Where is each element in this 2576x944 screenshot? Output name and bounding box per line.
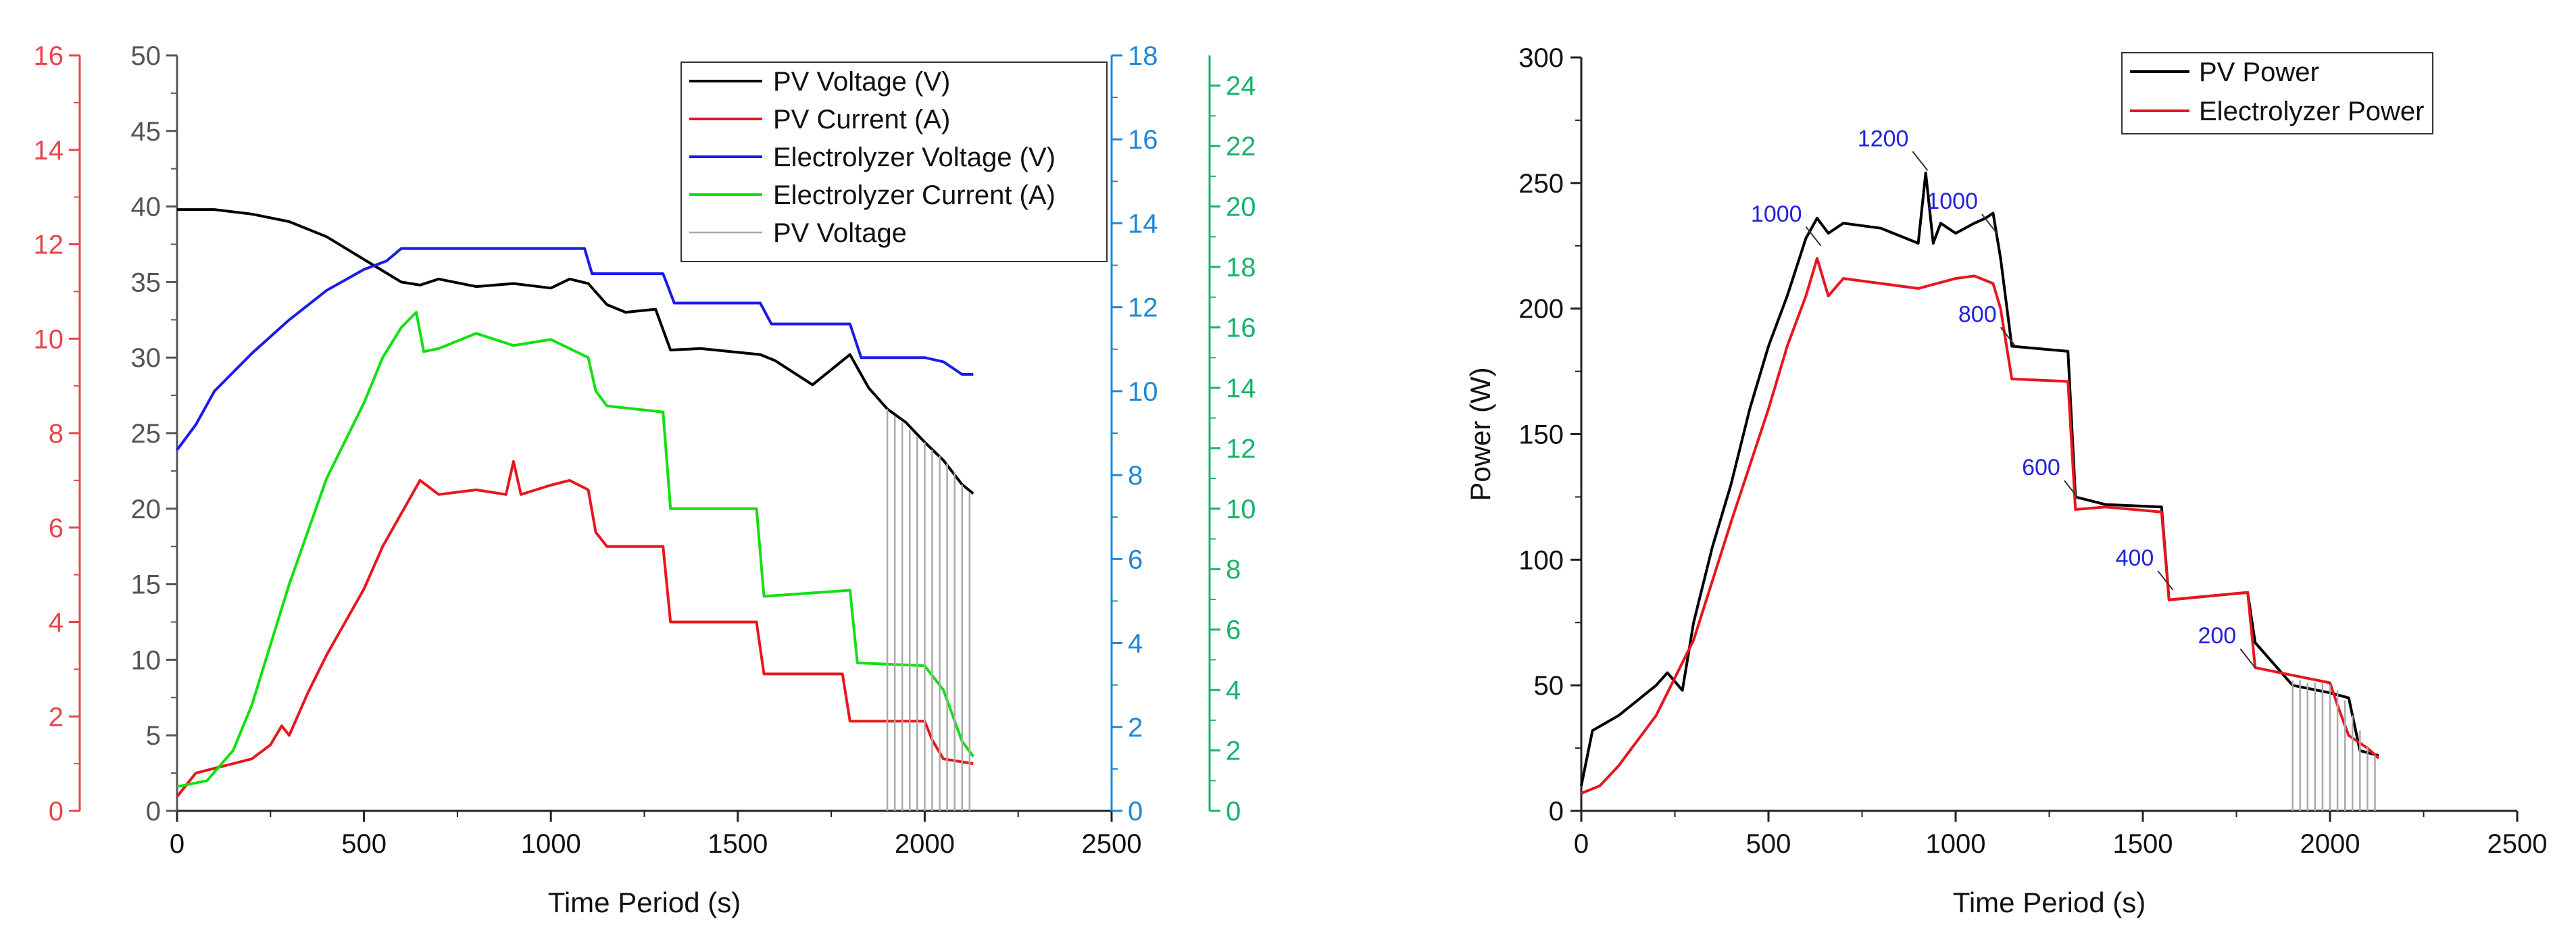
right-series-1 <box>1581 257 2380 795</box>
electrolyzer_voltage_axis-tick-label-6: 12 <box>1128 293 1158 323</box>
electrolyzer_voltage_axis-tick-label-4: 8 <box>1128 461 1143 491</box>
pv_current_axis-tick-label-2: 4 <box>49 608 64 638</box>
left-x-tick-label-1: 500 <box>341 829 387 859</box>
electrolyzer_voltage_axis-tick-label-3: 6 <box>1128 545 1143 574</box>
right-annotation-pointer-1 <box>1912 151 1929 171</box>
pv_current_axis-tick-label-0: 0 <box>49 797 64 826</box>
right-x-tick-label-3: 1500 <box>2113 829 2173 859</box>
pv_current_axis-tick-label-5: 10 <box>34 324 64 354</box>
pv_current_axis-tick-label-7: 14 <box>34 136 64 166</box>
right-series-0 <box>1580 172 2379 787</box>
right-annotation-3: 800 <box>1958 301 1997 327</box>
electrolyzer_voltage_axis-tick-label-8: 16 <box>1128 125 1158 155</box>
electrolyzer_voltage_axis-tick-label-7: 14 <box>1128 209 1158 239</box>
left-series-3 <box>176 311 974 789</box>
electrolyzer_current_axis-tick-label-6: 12 <box>1226 434 1256 464</box>
electrolyzer_voltage_axis-tick-label-2: 4 <box>1128 629 1143 659</box>
right-y-axis-label: Power (W) <box>1464 367 1496 501</box>
left-series-2 <box>176 247 974 451</box>
pv_current_axis-tick-label-1: 2 <box>49 702 64 732</box>
left-x-tick-label-0: 0 <box>170 829 184 859</box>
electrolyzer_current_axis-tick-label-7: 14 <box>1226 374 1256 403</box>
left-x-tick-label-2: 1000 <box>521 829 581 859</box>
left-x-tick-label-4: 2000 <box>895 829 955 859</box>
left-legend-label-1: PV Current (A) <box>773 105 950 134</box>
electrolyzer_current_axis-tick-label-0: 0 <box>1226 797 1241 826</box>
pv_voltage_axis-tick-label-3: 15 <box>131 570 162 600</box>
left-legend-label-2: Electrolyzer Voltage (V) <box>773 143 1056 172</box>
right-x-axis-label: Time Period (s) <box>1953 887 2146 918</box>
right-annotation-2: 1000 <box>1927 189 1978 214</box>
right-series-hatch <box>2292 680 2376 811</box>
electrolyzer_voltage_axis-tick-label-1: 2 <box>1128 713 1143 743</box>
left-legend-box <box>680 61 1108 262</box>
left-x-tick-label-3: 1500 <box>708 829 768 859</box>
right-x-tick-label-0: 0 <box>1574 829 1589 859</box>
pv_current_axis-tick-label-8: 16 <box>34 41 64 71</box>
pv_voltage_axis-tick-label-6: 30 <box>131 343 162 373</box>
electrolyzer_current_axis-tick-label-9: 18 <box>1226 253 1256 282</box>
electrolyzer_current_axis-tick-label-8: 16 <box>1226 313 1256 343</box>
left-legend-label-0: PV Voltage (V) <box>773 67 950 97</box>
right-y-tick-label-1: 50 <box>1534 671 1564 701</box>
right-annotation-6: 200 <box>2198 623 2236 649</box>
electrolyzer_current_axis-tick-label-12: 24 <box>1226 72 1256 101</box>
pv_voltage_axis-tick-label-9: 45 <box>131 117 162 147</box>
left-legend-label-3: Electrolyzer Current (A) <box>773 180 1056 210</box>
pv_voltage_axis-tick-label-2: 10 <box>131 645 162 675</box>
right-x-tick-label-4: 2000 <box>2300 829 2360 859</box>
right-annotation-5: 400 <box>2116 545 2154 571</box>
right-annotation-pointer-2 <box>1981 214 1998 234</box>
electrolyzer_voltage_axis-tick-label-5: 10 <box>1128 377 1158 407</box>
right-y-tick-label-4: 200 <box>1518 295 1564 324</box>
right-x-tick-label-5: 2500 <box>2487 829 2548 859</box>
pv_voltage_axis-tick-label-0: 0 <box>146 797 161 826</box>
right-annotation-pointer-6 <box>2239 648 2256 668</box>
right-legend-box <box>2121 52 2433 134</box>
right-y-tick-label-6: 300 <box>1518 43 1564 73</box>
left-series-0 <box>177 208 974 495</box>
right-annotation-pointer-4 <box>2064 480 2080 500</box>
right-annotation-pointer-0 <box>1805 226 1822 247</box>
right-y-tick-label-0: 0 <box>1549 797 1564 826</box>
left-series-1 <box>176 459 974 798</box>
right-legend-label-0: PV Power <box>2199 57 2319 87</box>
right-x-tick-label-1: 500 <box>1746 829 1791 859</box>
pv_voltage_axis-tick-label-1: 5 <box>146 721 161 751</box>
right-legend-label-1: Electrolyzer Power <box>2199 97 2424 126</box>
right-x-tick-label-2: 1000 <box>1926 829 1986 859</box>
left-x-axis-label: Time Period (s) <box>548 887 741 918</box>
right-annotation-1: 1200 <box>1858 126 1909 151</box>
electrolyzer_current_axis-tick-label-11: 22 <box>1226 132 1256 162</box>
electrolyzer_current_axis-tick-label-10: 20 <box>1226 193 1256 222</box>
electrolyzer_current_axis-tick-label-1: 2 <box>1226 737 1241 766</box>
right-y-tick-label-2: 100 <box>1518 545 1564 575</box>
electrolyzer_voltage_axis-tick-label-9: 18 <box>1128 41 1158 71</box>
left-x-tick-label-5: 2500 <box>1082 829 1142 859</box>
right-annotation-pointer-3 <box>2000 326 2016 347</box>
right-y-tick-label-5: 250 <box>1518 169 1564 199</box>
left-legend-label-4: PV Voltage <box>773 218 907 248</box>
right-annotation-4: 600 <box>2022 455 2060 480</box>
pv_voltage_axis-tick-label-7: 35 <box>131 268 162 297</box>
electrolyzer_current_axis-tick-label-3: 6 <box>1226 616 1241 645</box>
pv_voltage_axis-tick-label-8: 40 <box>131 193 162 222</box>
pv_current_axis-tick-label-3: 6 <box>49 514 64 543</box>
left-series-hatch <box>886 409 971 811</box>
right-y-tick-label-3: 150 <box>1518 420 1564 450</box>
right-annotation-0: 1000 <box>1751 201 1802 227</box>
electrolyzer_current_axis-tick-label-5: 10 <box>1226 495 1256 524</box>
pv_current_axis-tick-label-6: 12 <box>34 230 64 260</box>
electrolyzer_voltage_axis-tick-label-0: 0 <box>1128 797 1143 826</box>
pv_current_axis-tick-label-4: 8 <box>49 419 64 449</box>
pv_voltage_axis-tick-label-4: 20 <box>131 495 162 524</box>
electrolyzer_current_axis-tick-label-4: 8 <box>1226 555 1241 585</box>
right-annotation-pointer-5 <box>2157 570 2174 591</box>
pv_voltage_axis-tick-label-5: 25 <box>131 419 162 449</box>
electrolyzer_current_axis-tick-label-2: 4 <box>1226 676 1241 705</box>
pv_voltage_axis-tick-label-10: 50 <box>131 41 162 71</box>
